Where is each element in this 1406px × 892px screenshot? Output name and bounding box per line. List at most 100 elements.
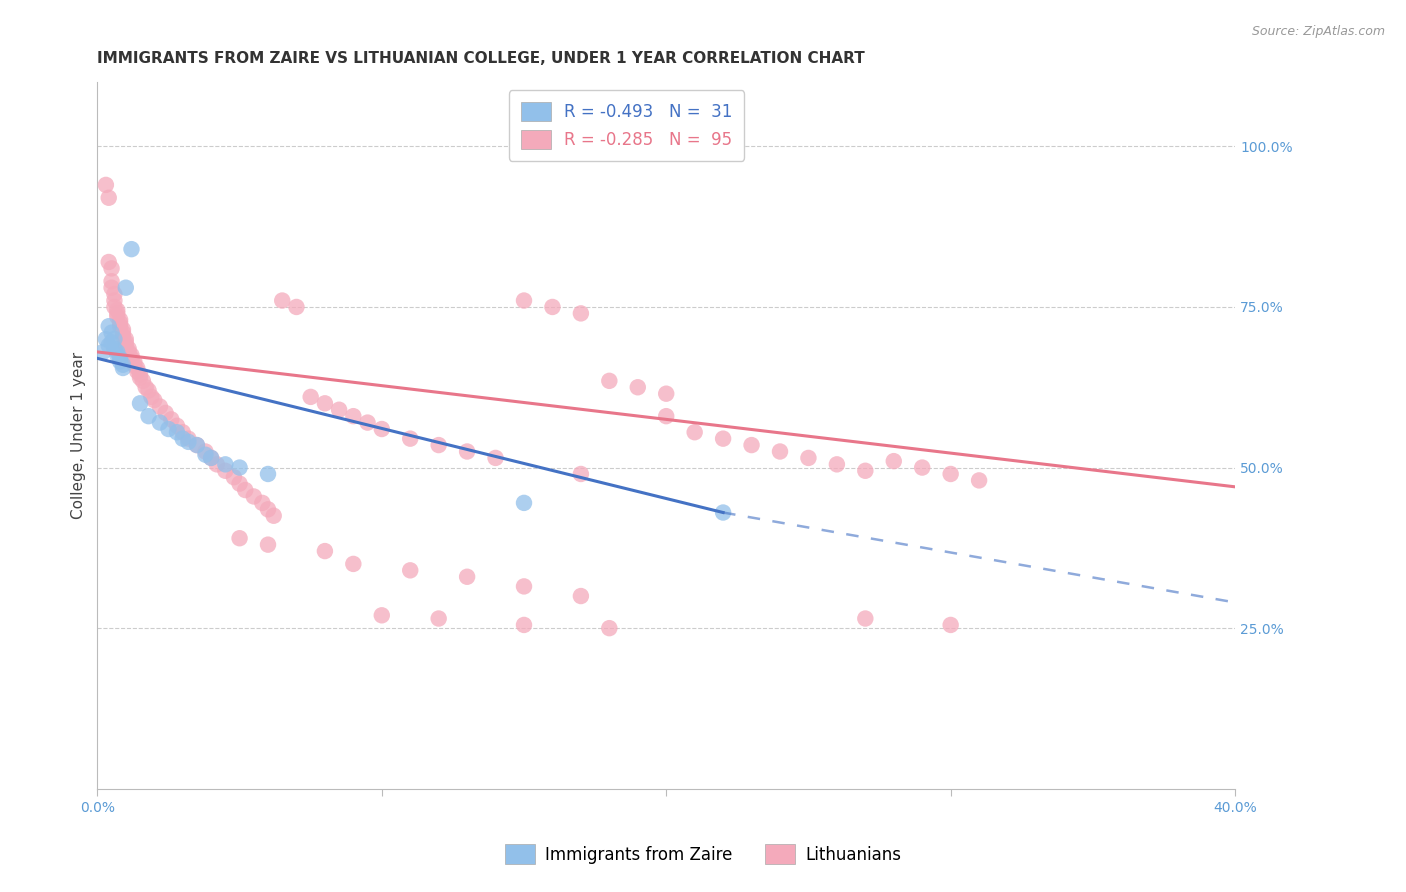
- Point: [825, 458, 848, 472]
- Point: [967, 474, 990, 488]
- Point: [257, 502, 280, 516]
- Point: [172, 425, 194, 440]
- Point: [233, 483, 256, 497]
- Point: [132, 374, 155, 388]
- Point: [108, 313, 131, 327]
- Point: [108, 316, 131, 330]
- Point: [138, 384, 160, 398]
- Legend: Immigrants from Zaire, Lithuanians: Immigrants from Zaire, Lithuanians: [498, 838, 908, 871]
- Point: [97, 319, 120, 334]
- Point: [911, 460, 934, 475]
- Point: [114, 332, 136, 346]
- Point: [117, 342, 139, 356]
- Point: [103, 342, 125, 356]
- Point: [127, 361, 149, 376]
- Point: [243, 490, 266, 504]
- Point: [105, 306, 128, 320]
- Point: [222, 470, 245, 484]
- Point: [214, 464, 236, 478]
- Point: [100, 261, 122, 276]
- Point: [97, 191, 120, 205]
- Point: [105, 345, 128, 359]
- Point: [853, 611, 876, 625]
- Point: [94, 178, 117, 192]
- Point: [683, 425, 706, 440]
- Point: [194, 444, 217, 458]
- Point: [797, 450, 820, 465]
- Point: [186, 438, 208, 452]
- Point: [569, 589, 592, 603]
- Point: [121, 351, 143, 366]
- Point: [129, 396, 152, 410]
- Point: [127, 364, 149, 378]
- Point: [883, 454, 905, 468]
- Point: [513, 496, 536, 510]
- Point: [97, 255, 120, 269]
- Point: [399, 432, 422, 446]
- Point: [172, 432, 194, 446]
- Point: [427, 611, 450, 625]
- Point: [200, 450, 222, 465]
- Point: [166, 425, 188, 440]
- Point: [103, 287, 125, 301]
- Point: [285, 300, 308, 314]
- Point: [939, 618, 962, 632]
- Point: [513, 579, 536, 593]
- Point: [186, 438, 208, 452]
- Point: [177, 432, 200, 446]
- Point: [100, 335, 122, 350]
- Point: [741, 438, 763, 452]
- Point: [166, 418, 188, 433]
- Y-axis label: College, Under 1 year: College, Under 1 year: [72, 351, 86, 519]
- Point: [598, 374, 620, 388]
- Point: [114, 335, 136, 350]
- Point: [769, 444, 792, 458]
- Point: [371, 608, 394, 623]
- Point: [108, 319, 131, 334]
- Text: IMMIGRANTS FROM ZAIRE VS LITHUANIAN COLLEGE, UNDER 1 YEAR CORRELATION CHART: IMMIGRANTS FROM ZAIRE VS LITHUANIAN COLL…: [97, 51, 865, 66]
- Point: [456, 444, 478, 458]
- Point: [257, 538, 280, 552]
- Point: [711, 506, 734, 520]
- Point: [342, 557, 364, 571]
- Point: [228, 476, 250, 491]
- Point: [97, 338, 120, 352]
- Point: [513, 293, 536, 308]
- Point: [569, 467, 592, 481]
- Point: [105, 310, 128, 324]
- Point: [129, 370, 152, 384]
- Point: [155, 406, 177, 420]
- Point: [157, 422, 180, 436]
- Point: [100, 326, 122, 340]
- Point: [314, 544, 336, 558]
- Point: [124, 358, 146, 372]
- Point: [214, 458, 236, 472]
- Point: [124, 354, 146, 368]
- Point: [100, 281, 122, 295]
- Point: [105, 348, 128, 362]
- Point: [149, 400, 172, 414]
- Point: [200, 450, 222, 465]
- Point: [627, 380, 650, 394]
- Point: [138, 409, 160, 424]
- Point: [114, 338, 136, 352]
- Point: [177, 434, 200, 449]
- Point: [484, 450, 506, 465]
- Point: [114, 281, 136, 295]
- Point: [141, 390, 163, 404]
- Point: [655, 409, 678, 424]
- Point: [103, 300, 125, 314]
- Point: [103, 332, 125, 346]
- Point: [135, 380, 157, 394]
- Point: [257, 467, 280, 481]
- Point: [129, 368, 152, 382]
- Point: [655, 386, 678, 401]
- Point: [399, 563, 422, 577]
- Point: [598, 621, 620, 635]
- Point: [427, 438, 450, 452]
- Point: [342, 409, 364, 424]
- Point: [91, 345, 114, 359]
- Point: [228, 460, 250, 475]
- Point: [149, 416, 172, 430]
- Point: [105, 303, 128, 318]
